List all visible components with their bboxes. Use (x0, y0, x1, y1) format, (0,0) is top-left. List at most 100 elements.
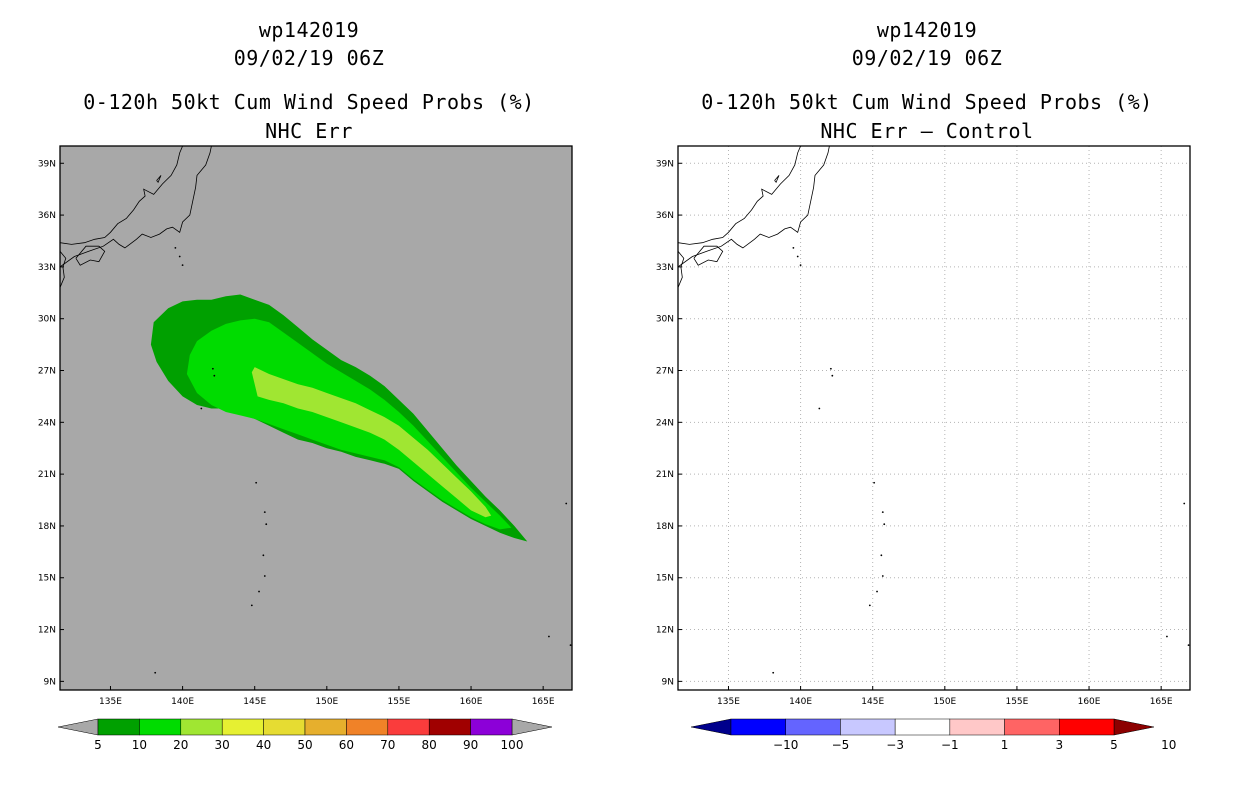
x-tick-label: 145E (861, 697, 884, 707)
y-tick-label: 18N (656, 522, 674, 532)
island-marker (262, 554, 265, 557)
coastline (774, 175, 780, 184)
coastline (693, 245, 724, 266)
island-marker (799, 264, 802, 267)
y-tick-label: 15N (38, 574, 56, 584)
island-marker (1187, 644, 1190, 646)
map-background (678, 146, 1190, 690)
coastline (60, 146, 183, 245)
storm-id: wp142019 (876, 18, 978, 42)
coastline (156, 175, 162, 184)
colorbar-swatch (470, 718, 513, 736)
datetime: 09/02/19 06Z (851, 46, 1003, 70)
colorbar-label: 70 (380, 738, 395, 752)
colorbar-swatch (730, 718, 786, 736)
y-tick-label: 36N (38, 211, 56, 221)
colorbar-label: 10 (1161, 738, 1176, 752)
map-content (678, 146, 1190, 690)
island-marker (881, 511, 884, 514)
island-marker (181, 264, 184, 267)
island-marker (880, 554, 883, 557)
y-tick-label: 39N (38, 159, 56, 169)
island-marker (200, 407, 203, 410)
map-content (60, 146, 572, 674)
colorbar-swatch (785, 718, 841, 736)
colorbar-label: −10 (773, 738, 798, 752)
y-tick-label: 24N (38, 418, 56, 428)
colorbar-label: 50 (297, 738, 312, 752)
island-marker (174, 246, 177, 249)
y-tick-label: 36N (656, 211, 674, 221)
y-tick-label: 21N (656, 470, 674, 480)
right-panel: wp142019 09/02/19 06Z 0-120h 50kt Cum Wi… (618, 0, 1236, 800)
colorbar-label: 30 (215, 738, 230, 752)
island-marker (873, 481, 876, 484)
y-tick-label: 24N (656, 418, 674, 428)
chart-title: 0-120h 50kt Cum Wind Speed Probs (%) (701, 90, 1153, 114)
map-frame (59, 145, 573, 691)
colorbar-swatch (894, 718, 951, 736)
island-marker (211, 367, 214, 370)
island-marker (831, 374, 834, 377)
chart-title: 0-120h 50kt Cum Wind Speed Probs (%) (83, 90, 535, 114)
island-marker (250, 604, 253, 607)
probability-contour-20-30 (251, 367, 492, 518)
x-tick-label: 135E (99, 697, 122, 707)
y-tick-label: 30N (38, 315, 56, 325)
y-tick-label: 12N (656, 626, 674, 636)
left-panel: wp142019 09/02/19 06Z 0-120h 50kt Cum Wi… (38, 18, 573, 752)
colorbar-swatch (1004, 718, 1060, 736)
colorbar-label: −1 (941, 738, 959, 752)
difference-map: 135E 140E 145E 150E 155E 160E 165E 9N 12N 15N 18N 2… (656, 145, 1191, 752)
colorbar-label: 10 (132, 738, 147, 752)
island-marker (876, 590, 878, 593)
y-tick-label: 9N (662, 677, 674, 687)
x-tick-label: 135E (717, 697, 740, 707)
colorbar-swatch (387, 718, 430, 736)
island-marker (1183, 502, 1186, 505)
x-tick-label: 165E (532, 697, 555, 707)
colorbar-over-arrow (1113, 718, 1155, 736)
colorbar-label: −3 (886, 738, 904, 752)
coastline (678, 146, 801, 245)
y-tick-label: 18N (38, 522, 56, 532)
island-marker (548, 635, 550, 638)
datetime: 09/02/19 06Z (233, 46, 385, 70)
colorbar-swatch (221, 718, 264, 736)
colorbar-swatch (139, 718, 182, 736)
colorbar-under-arrow (57, 718, 99, 736)
colorbar-label: 20 (173, 738, 188, 752)
island-marker (883, 523, 886, 526)
y-tick-label: 12N (38, 626, 56, 636)
island-marker (792, 246, 795, 249)
x-tick-label: 155E (1005, 697, 1028, 707)
colorbar-under-arrow (690, 718, 732, 736)
colorbar-over-arrow (511, 718, 553, 736)
island-marker (829, 367, 832, 370)
x-tick-label: 150E (933, 697, 956, 707)
y-tick-label: 33N (656, 263, 674, 273)
colorbar-label: 1 (1001, 738, 1009, 752)
map-frame (677, 145, 1191, 691)
x-tick-label: 140E (171, 697, 194, 707)
y-tick-label: 15N (656, 574, 674, 584)
colorbar-label: −5 (832, 738, 850, 752)
island-marker (263, 575, 266, 577)
chart-subtitle: NHC Err — Control (820, 119, 1034, 143)
island-marker (868, 604, 871, 607)
island-marker (154, 671, 157, 674)
colorbar-swatch (180, 718, 223, 736)
x-tick-label: 160E (460, 697, 483, 707)
island-marker (1166, 635, 1168, 638)
y-tick-label: 27N (656, 367, 674, 377)
y-tick-label: 30N (656, 315, 674, 325)
y-tick-label: 21N (38, 470, 56, 480)
colorbar-label: 5 (1110, 738, 1118, 752)
x-tick-label: 140E (789, 697, 812, 707)
chart-subtitle: NHC Err (265, 119, 353, 143)
coastline (75, 245, 106, 266)
colorbar-swatch (840, 718, 896, 736)
island-marker (881, 575, 884, 577)
island-marker (178, 255, 181, 258)
island-marker (772, 671, 775, 674)
